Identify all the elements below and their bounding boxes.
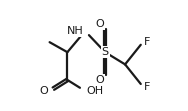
Text: F: F — [144, 37, 150, 47]
Text: OH: OH — [86, 86, 103, 96]
Text: S: S — [102, 47, 109, 57]
Text: O: O — [95, 19, 104, 29]
Text: NH: NH — [67, 26, 84, 36]
Text: O: O — [40, 86, 49, 96]
Text: F: F — [144, 82, 150, 92]
Text: O: O — [95, 75, 104, 85]
